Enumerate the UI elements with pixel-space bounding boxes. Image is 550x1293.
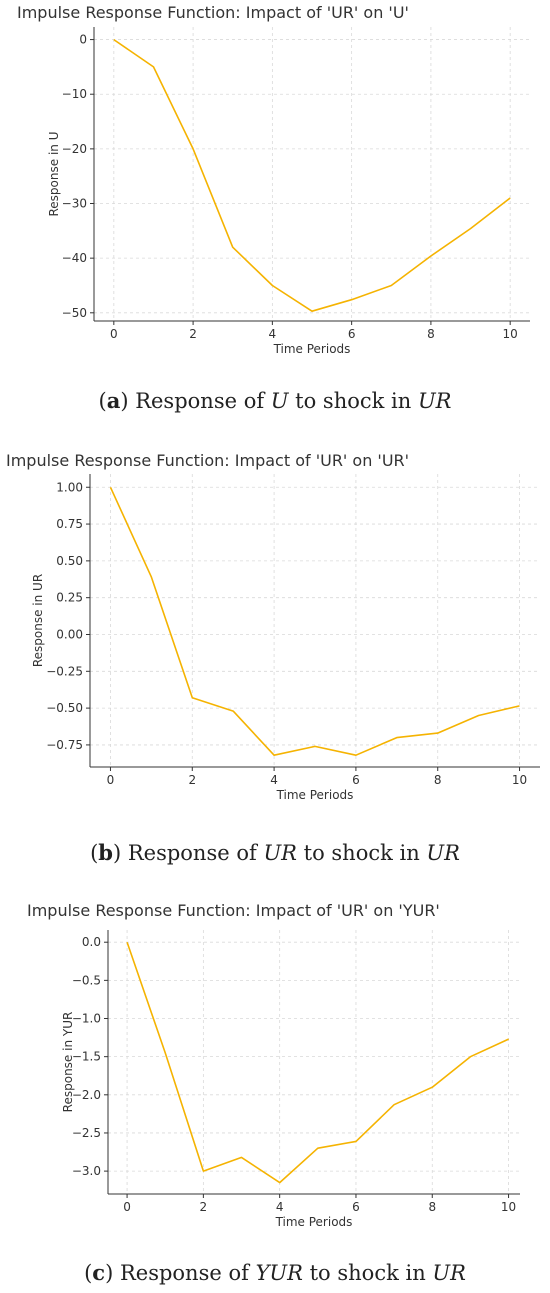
x-tick-label: 10 — [501, 1200, 516, 1214]
y-tick-label: −3.0 — [72, 1164, 101, 1178]
chart-b-svg: 0 2 4 6 8 10 1.00 0.75 0.50 0.25 0.00 −0.25 −0.50 −0.… — [6, 451, 540, 802]
y-tick-label: 1.00 — [56, 480, 83, 494]
y-tick-label: 0.0 — [82, 935, 101, 949]
y-tick-label: −20 — [62, 142, 87, 156]
y-tick-label: −50 — [62, 306, 87, 320]
x-tick-label: 4 — [276, 1200, 284, 1214]
chart-a-svg: 0 2 4 6 8 10 0 −10 −20 −30 −40 −50 Impulse Response … — [17, 3, 530, 356]
series-line — [109, 486, 520, 757]
x-tick-label: 6 — [352, 773, 360, 787]
y-tick-label: −40 — [62, 251, 87, 265]
x-axis-label: Time Periods — [273, 342, 351, 356]
x-tick-label: 0 — [107, 773, 115, 787]
x-axis-label: Time Periods — [275, 1215, 353, 1229]
y-axis-label: Response in YUR — [61, 1012, 75, 1113]
x-tick-label: 2 — [200, 1200, 208, 1214]
x-tick-label: 8 — [427, 327, 435, 341]
y-tick-label: 0.50 — [56, 554, 83, 568]
y-tick-label: −0.25 — [46, 664, 83, 678]
x-tick-label: 6 — [348, 327, 356, 341]
chart-title: Impulse Response Function: Impact of 'UR… — [27, 901, 440, 920]
y-tick-label: −1.5 — [72, 1050, 101, 1064]
y-tick-label: −0.75 — [46, 738, 83, 752]
x-tick-label: 8 — [434, 773, 442, 787]
x-axis-label: Time Periods — [276, 788, 354, 802]
y-axis-label: Response in UR — [31, 574, 45, 667]
x-tick-label: 2 — [188, 773, 196, 787]
y-tick-label: −2.5 — [72, 1126, 101, 1140]
x-tick-label: 10 — [512, 773, 527, 787]
caption-a: (a) Response of U to shock in UR — [98, 388, 452, 413]
x-tick-label: 0 — [123, 1200, 131, 1214]
y-tick-label: 0.25 — [56, 591, 83, 605]
y-tick-label: 0 — [79, 33, 87, 47]
x-tick-label: 2 — [189, 327, 197, 341]
x-tick-label: 4 — [270, 773, 278, 787]
chart-panel-c: 0 2 4 6 8 10 0.0 −0.5 −1.0 −1.5 −2.0 −2.5 −3.0 Impuls… — [0, 890, 550, 1293]
y-tick-label: 0.00 — [56, 627, 83, 641]
chart-panel-a: 0 2 4 6 8 10 0 −10 −20 −30 −40 −50 Impulse Response … — [0, 0, 550, 430]
y-axis-label: Response in U — [47, 132, 61, 217]
x-tick-label: 6 — [352, 1200, 360, 1214]
chart-panel-b: 0 2 4 6 8 10 1.00 0.75 0.50 0.25 0.00 −0.25 −0.50 −0.… — [0, 440, 550, 880]
x-tick-label: 8 — [428, 1200, 436, 1214]
chart-title: Impulse Response Function: Impact of 'UR… — [17, 3, 409, 22]
caption-c: (c) Response of YUR to shock in UR — [84, 1260, 466, 1285]
y-tick-label: −10 — [62, 87, 87, 101]
y-tick-label: −2.0 — [72, 1088, 101, 1102]
y-tick-label: −30 — [62, 197, 87, 211]
y-tick-label: −0.5 — [72, 973, 101, 987]
series-line — [113, 38, 511, 313]
chart-c-svg: 0 2 4 6 8 10 0.0 −0.5 −1.0 −1.5 −2.0 −2.5 −3.0 Impuls… — [27, 901, 520, 1229]
y-tick-label: −1.0 — [72, 1012, 101, 1026]
chart-title: Impulse Response Function: Impact of 'UR… — [6, 451, 409, 470]
x-tick-label: 0 — [110, 327, 118, 341]
x-tick-label: 4 — [269, 327, 277, 341]
x-tick-label: 10 — [503, 327, 518, 341]
y-tick-label: 0.75 — [56, 517, 83, 531]
series-line — [126, 941, 509, 1184]
y-tick-label: −0.50 — [46, 701, 83, 715]
caption-b: (b) Response of UR to shock in UR — [90, 840, 460, 865]
